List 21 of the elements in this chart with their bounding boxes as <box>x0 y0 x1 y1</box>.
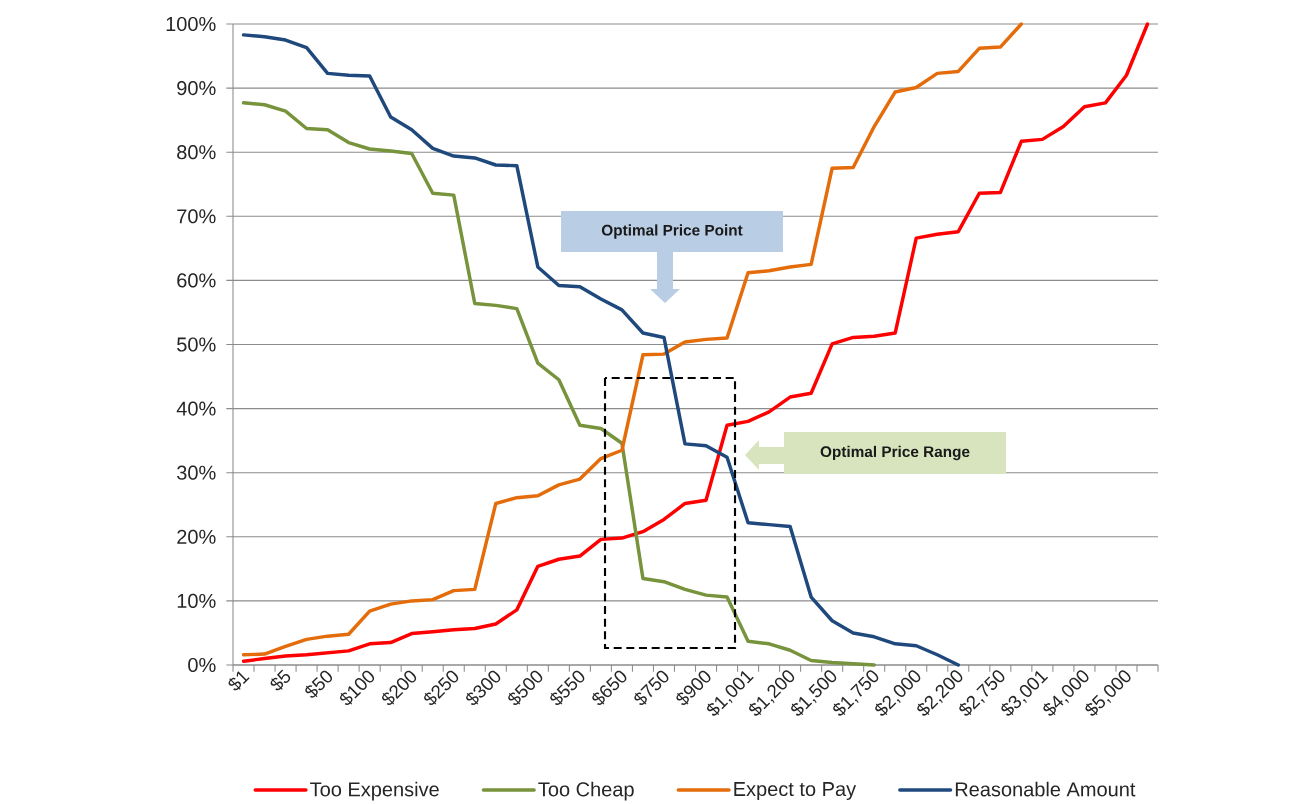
y-tick-label: 0% <box>188 657 216 673</box>
annotation: Optimal Price Range <box>820 445 970 461</box>
x-tick-label: $1 <box>228 671 250 691</box>
legend-label: Reasonable Amount <box>955 781 1136 797</box>
legend-label: Too Expensive <box>310 781 439 801</box>
y-tick-label: 10% <box>177 593 216 608</box>
y-tick-label: 60% <box>177 273 216 288</box>
y-tick-label: 80% <box>177 145 216 160</box>
line-series <box>241 101 876 667</box>
y-tick-label: 50% <box>177 337 216 352</box>
y-tick-label: 70% <box>177 209 216 224</box>
y-tick-label: 100% <box>166 16 216 32</box>
legend-label: Too Cheap <box>538 781 634 801</box>
annotation: Optimal Price Point <box>601 224 743 239</box>
x-tick-label: $5 <box>270 669 291 691</box>
legend-label: Expect to Pay <box>734 782 857 801</box>
x-tick-label: $50 <box>305 670 333 698</box>
y-tick-label: 40% <box>176 401 216 416</box>
y-tick-label: 20% <box>177 529 216 544</box>
y-tick-label: 30% <box>177 465 216 480</box>
y-tick-label: 90% <box>177 81 216 96</box>
